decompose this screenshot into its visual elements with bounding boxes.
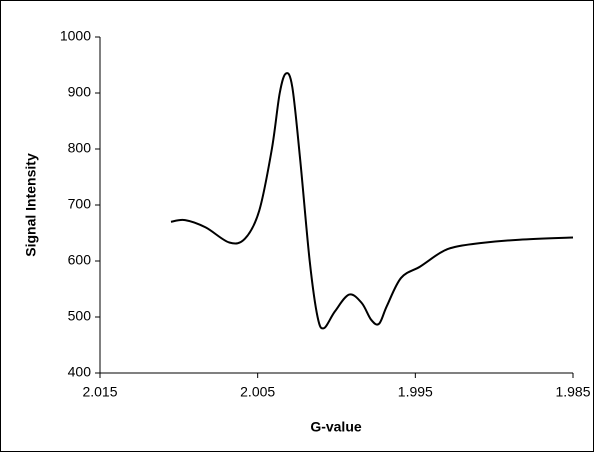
x-tick-label: 2.015 <box>82 384 117 400</box>
y-tick-label: 600 <box>68 252 92 268</box>
x-axis-label: G-value <box>310 419 362 435</box>
y-tick-label: 500 <box>68 308 92 324</box>
y-tick-label: 400 <box>68 364 92 380</box>
y-tick-label: 800 <box>68 140 92 156</box>
y-tick-label: 900 <box>68 84 92 100</box>
y-axis-label: Signal Intensity <box>23 153 39 257</box>
y-tick-label: 700 <box>68 196 92 212</box>
y-tick-label: 1000 <box>60 28 91 44</box>
x-tick-label: 1.995 <box>398 384 433 400</box>
x-tick-label: 2.005 <box>240 384 275 400</box>
line-series <box>170 72 574 330</box>
x-tick-label: 1.985 <box>555 384 590 400</box>
